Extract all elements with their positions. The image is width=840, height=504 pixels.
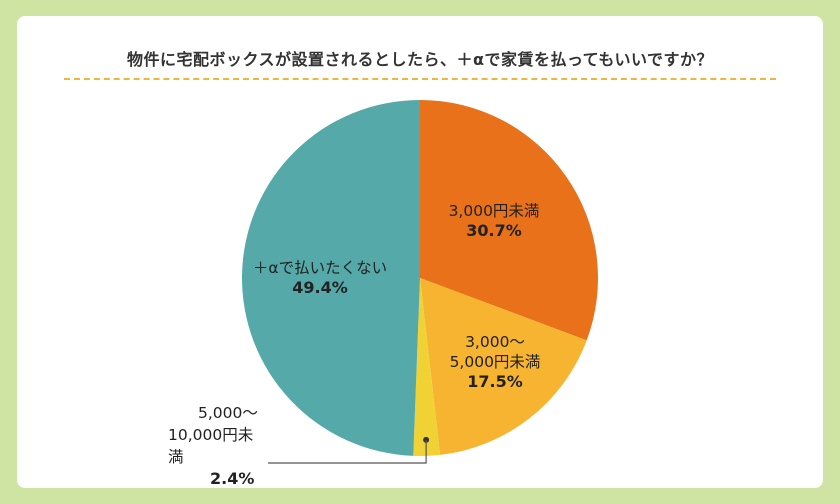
slice-label-under-3000: 3,000円未満 30.7% xyxy=(434,201,554,241)
slice-under-3000 xyxy=(420,100,598,341)
chart-title: 物件に宅配ボックスが設置されるとしたら、＋αで家賃を払ってもいいですか？ xyxy=(126,50,714,69)
slice-name-line1: 5,000～ xyxy=(198,404,258,422)
slice-name: ＋αで払いたくない xyxy=(252,259,388,277)
slice-percent: 30.7% xyxy=(466,221,522,240)
slice-percent: 2.4% xyxy=(210,469,255,488)
slice-percent: 49.4% xyxy=(292,278,348,297)
slice-3000-5000 xyxy=(420,278,587,455)
slice-label-3000-5000: 3,000～ 5,000円未満 17.5% xyxy=(430,332,560,392)
slice-name-line1: 3,000～ xyxy=(465,333,525,351)
leader-line xyxy=(268,439,427,464)
title-divider xyxy=(64,78,776,80)
slice-5000-10000 xyxy=(413,278,441,456)
slice-name: 3,000円未満 xyxy=(448,202,540,220)
slice-name-line2: 5,000円未満 xyxy=(449,353,541,371)
slice-no-pay xyxy=(241,100,420,456)
slice-label-5000-10000: 5,000～ 10,000円未満 2.4% xyxy=(150,402,265,490)
slice-name-line2: 10,000円未満 xyxy=(168,426,254,466)
slice-label-no-pay: ＋αで払いたくない 49.4% xyxy=(245,258,395,298)
slice-percent: 17.5% xyxy=(467,372,523,391)
